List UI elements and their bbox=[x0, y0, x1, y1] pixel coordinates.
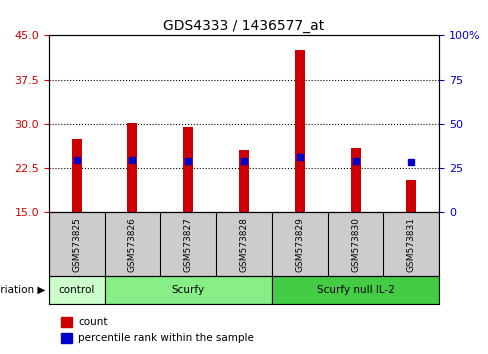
Text: Scurfy null IL-2: Scurfy null IL-2 bbox=[317, 285, 394, 295]
Bar bbox=[127, 123, 138, 212]
Bar bbox=[104, 276, 272, 304]
Bar bbox=[407, 180, 416, 212]
Text: percentile rank within the sample: percentile rank within the sample bbox=[78, 333, 254, 343]
Bar bbox=[61, 317, 72, 327]
Text: GSM573827: GSM573827 bbox=[183, 217, 193, 272]
Text: count: count bbox=[78, 317, 107, 327]
Text: GSM573826: GSM573826 bbox=[128, 217, 137, 272]
Bar bbox=[61, 333, 72, 343]
Text: GSM573825: GSM573825 bbox=[72, 217, 81, 272]
Bar bbox=[239, 150, 249, 212]
Text: control: control bbox=[59, 285, 95, 295]
Text: genotype/variation ▶: genotype/variation ▶ bbox=[0, 285, 45, 295]
Bar bbox=[295, 50, 305, 212]
Bar bbox=[272, 276, 439, 304]
Text: GSM573830: GSM573830 bbox=[351, 217, 360, 273]
Text: GSM573828: GSM573828 bbox=[240, 217, 248, 272]
Title: GDS4333 / 1436577_at: GDS4333 / 1436577_at bbox=[163, 19, 325, 33]
Text: GSM573831: GSM573831 bbox=[407, 217, 416, 273]
Bar bbox=[350, 148, 361, 212]
Text: GSM573829: GSM573829 bbox=[295, 217, 305, 272]
Bar bbox=[183, 127, 193, 212]
Bar bbox=[72, 139, 81, 212]
Text: Scurfy: Scurfy bbox=[172, 285, 205, 295]
Bar bbox=[49, 276, 104, 304]
